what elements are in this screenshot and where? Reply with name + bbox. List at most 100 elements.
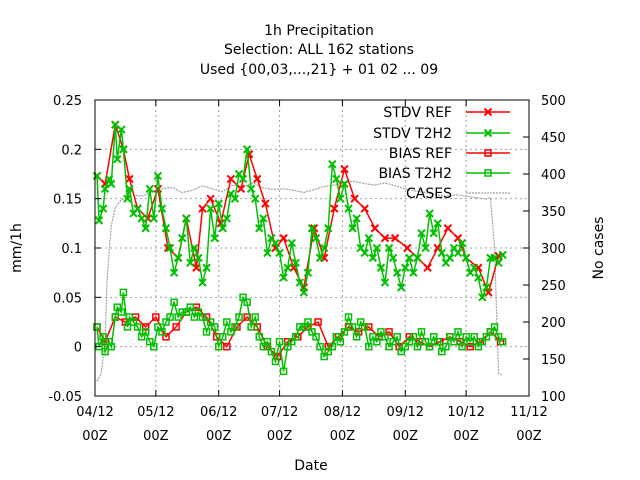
data-point	[261, 199, 270, 208]
data-point	[218, 224, 227, 233]
y2-tick-label: 100	[541, 390, 566, 405]
data-point	[348, 224, 357, 233]
data-point	[393, 333, 401, 341]
data-point	[380, 278, 390, 287]
data-point	[186, 258, 195, 268]
data-point	[413, 342, 422, 351]
data-point	[461, 253, 471, 263]
data-point	[388, 253, 398, 263]
data-point	[446, 333, 454, 341]
data-point	[405, 333, 414, 341]
data-point	[425, 342, 434, 351]
data-point	[133, 204, 142, 213]
data-point	[454, 328, 462, 336]
data-point	[275, 248, 284, 258]
data-point	[223, 318, 231, 326]
data-point	[202, 263, 211, 272]
chart-title: 1h Precipitation Selection: ALL 162 stat…	[200, 23, 438, 78]
data-point	[397, 347, 405, 356]
data-point	[314, 318, 322, 326]
data-point	[141, 224, 150, 233]
data-point	[107, 342, 115, 351]
series-bias-t2h2	[93, 288, 507, 376]
data-point	[377, 328, 385, 336]
data-point	[206, 318, 215, 326]
data-series	[92, 120, 507, 376]
data-point	[202, 313, 211, 321]
data-point	[242, 145, 252, 154]
data-point	[390, 233, 400, 243]
data-point	[129, 318, 138, 326]
data-point	[239, 293, 247, 302]
data-point	[210, 323, 219, 331]
data-point	[117, 308, 126, 316]
data-point	[389, 337, 397, 346]
x-tick-label: 06/12	[200, 405, 237, 420]
data-point	[401, 263, 410, 272]
data-point	[292, 333, 300, 341]
data-point	[202, 328, 211, 336]
data-point	[246, 184, 256, 194]
data-point	[457, 238, 467, 248]
data-point	[423, 263, 432, 272]
data-point	[315, 253, 325, 263]
data-point	[498, 337, 507, 346]
data-point	[170, 298, 178, 307]
data-point	[304, 318, 312, 326]
data-point	[283, 342, 292, 351]
data-point	[101, 337, 109, 346]
data-point	[271, 357, 280, 366]
data-point	[397, 283, 406, 292]
y-tick-label: 0.15	[53, 193, 82, 208]
data-point	[470, 263, 479, 272]
data-point	[178, 308, 186, 316]
data-point	[247, 323, 255, 331]
data-point	[263, 248, 272, 258]
data-point	[442, 342, 450, 351]
data-point	[369, 333, 377, 341]
data-point	[251, 313, 259, 321]
y2-tick-label: 350	[541, 205, 566, 220]
data-point	[450, 337, 458, 346]
data-point	[158, 328, 166, 336]
data-point	[287, 238, 296, 248]
data-point	[117, 125, 126, 134]
data-point	[119, 288, 128, 297]
data-point	[458, 342, 466, 351]
data-point	[174, 313, 182, 321]
data-point	[365, 342, 373, 351]
data-point	[445, 253, 455, 263]
legend-label: STDV REF	[383, 105, 452, 121]
data-point	[421, 243, 430, 253]
data-point	[417, 228, 426, 238]
data-point	[474, 342, 483, 351]
y-tick-label: 0	[74, 341, 82, 356]
data-point	[107, 179, 116, 189]
title-line-2: Selection: ALL 162 stations	[224, 42, 414, 58]
data-point	[365, 323, 373, 331]
x-tick-label: 11/12	[510, 405, 547, 420]
data-point	[223, 342, 231, 351]
data-point	[385, 342, 393, 351]
y2-tick-label: 500	[541, 94, 566, 109]
data-point	[149, 214, 159, 223]
data-point	[308, 328, 316, 336]
data-point	[93, 323, 101, 331]
data-point	[143, 214, 152, 223]
x-tick-label: 00Z	[453, 429, 479, 444]
data-point	[283, 263, 292, 272]
x-tick-label: 00Z	[330, 429, 356, 444]
data-point	[123, 194, 132, 203]
x-tick-label: 08/12	[324, 405, 361, 420]
x-tick-label: 00Z	[206, 429, 232, 444]
data-point	[385, 328, 393, 336]
data-point	[267, 347, 276, 356]
data-point	[494, 258, 503, 268]
data-point	[486, 328, 495, 336]
data-point	[433, 219, 442, 228]
data-point	[157, 204, 167, 213]
data-point	[227, 328, 235, 336]
y-tick-label: -0.05	[48, 390, 82, 405]
x-tick-label: 00Z	[516, 429, 542, 444]
legend-marker	[483, 128, 493, 138]
